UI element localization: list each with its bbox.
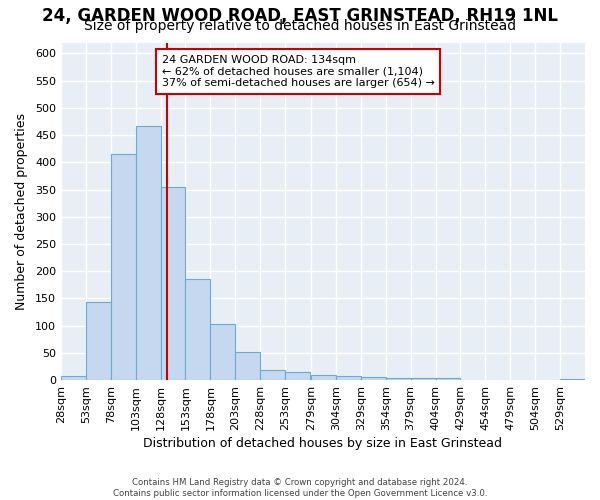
Bar bbox=[386, 378, 410, 380]
Bar bbox=[136, 126, 161, 380]
Y-axis label: Number of detached properties: Number of detached properties bbox=[15, 113, 28, 310]
Bar bbox=[235, 352, 260, 380]
Bar bbox=[336, 376, 361, 380]
Text: 24 GARDEN WOOD ROAD: 134sqm
← 62% of detached houses are smaller (1,104)
37% of : 24 GARDEN WOOD ROAD: 134sqm ← 62% of det… bbox=[161, 55, 434, 88]
Bar bbox=[61, 376, 86, 380]
Bar bbox=[185, 280, 211, 380]
Bar bbox=[361, 378, 386, 380]
Text: Size of property relative to detached houses in East Grinstead: Size of property relative to detached ho… bbox=[84, 19, 516, 33]
Bar bbox=[111, 154, 136, 380]
Bar bbox=[285, 372, 310, 380]
Bar bbox=[161, 187, 185, 380]
Bar bbox=[211, 324, 235, 380]
Text: Contains HM Land Registry data © Crown copyright and database right 2024.
Contai: Contains HM Land Registry data © Crown c… bbox=[113, 478, 487, 498]
Bar bbox=[260, 370, 285, 380]
Text: 24, GARDEN WOOD ROAD, EAST GRINSTEAD, RH19 1NL: 24, GARDEN WOOD ROAD, EAST GRINSTEAD, RH… bbox=[42, 8, 558, 26]
Bar bbox=[86, 302, 111, 380]
Bar bbox=[410, 378, 436, 380]
X-axis label: Distribution of detached houses by size in East Grinstead: Distribution of detached houses by size … bbox=[143, 437, 502, 450]
Bar bbox=[311, 374, 336, 380]
Bar bbox=[436, 378, 460, 380]
Bar bbox=[560, 379, 585, 380]
